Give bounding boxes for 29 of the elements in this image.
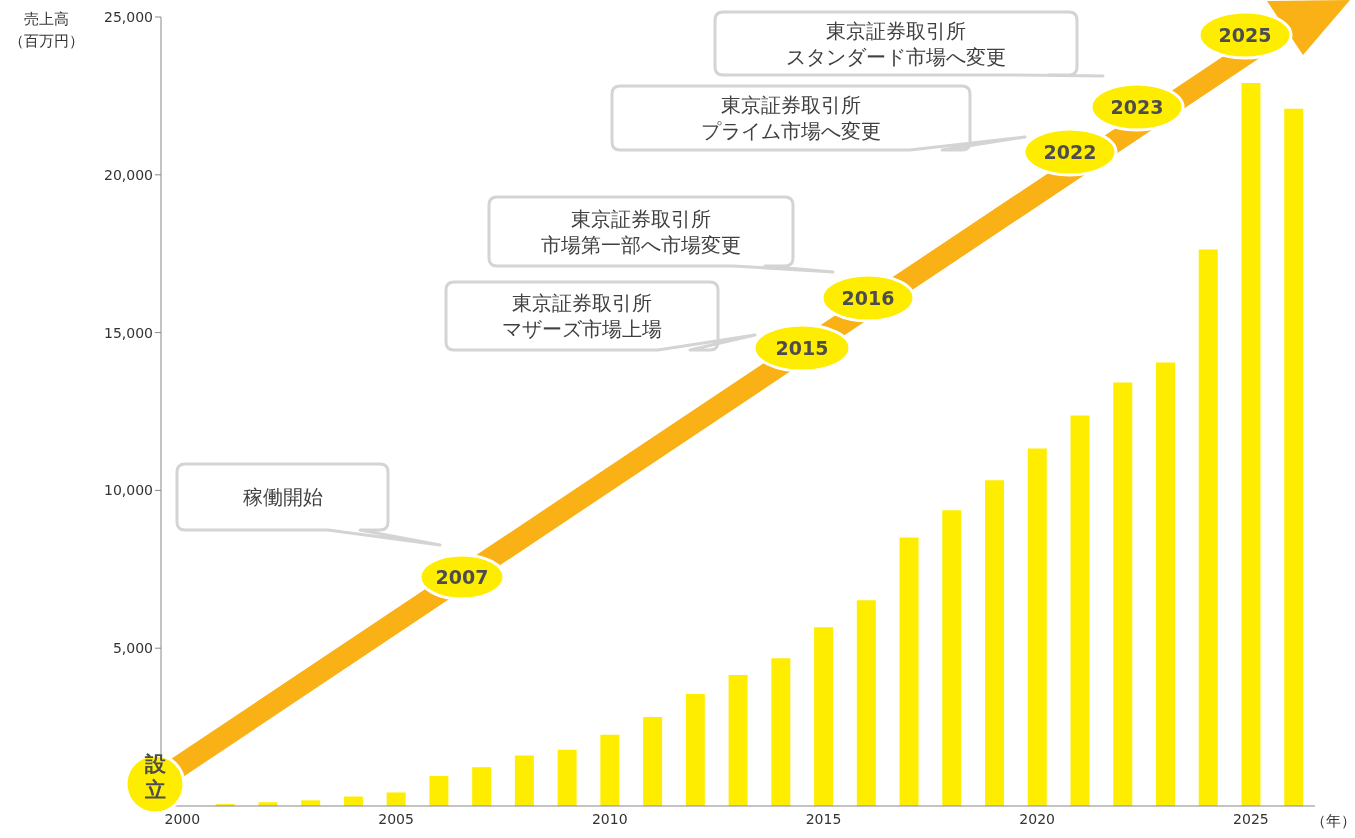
annotation: 2023 <box>1110 96 1164 118</box>
annotation: 2016 <box>841 287 895 309</box>
annotation: 稼働開始 <box>242 485 323 509</box>
annotation: マザーズ市場上場 <box>502 317 662 341</box>
annotation: 東京証券取引所 <box>571 206 711 231</box>
x-tick-label: 2025 <box>1233 810 1269 827</box>
annotation: 東京証券取引所 <box>512 291 652 315</box>
annotation: 2015 <box>775 337 829 359</box>
x-tick-label: 2015 <box>805 810 842 827</box>
y-tick-label: 20,000 <box>104 166 153 183</box>
annotation: プライム市場へ変更 <box>701 119 881 143</box>
y-tick-label: 10,000 <box>104 482 153 499</box>
y-tick-label: 25,000 <box>104 8 153 25</box>
x-tick-label: 2000 <box>164 810 201 827</box>
annotation: 東京証券取引所 <box>721 93 861 117</box>
annotation: 市場第一部へ市場変更 <box>541 232 741 257</box>
annotation: 2022 <box>1043 141 1097 163</box>
x-tick-label: 2020 <box>1019 810 1056 827</box>
y-tick-label: 15,000 <box>104 324 153 341</box>
annotation: 2007 <box>435 566 489 588</box>
x-axis-title: （年） <box>1310 812 1355 830</box>
annotation: スタンダード市場へ変更 <box>786 44 1006 69</box>
y-axis-title: 売上高（百万円） <box>8 10 84 50</box>
x-tick-label: 2010 <box>591 810 628 827</box>
x-tick-label: 2005 <box>378 810 414 827</box>
annotation: 2025 <box>1218 24 1272 46</box>
annotation: 設立 <box>143 752 167 802</box>
annotation: 東京証券取引所 <box>826 18 966 43</box>
y-tick-label: 5,000 <box>112 640 153 657</box>
